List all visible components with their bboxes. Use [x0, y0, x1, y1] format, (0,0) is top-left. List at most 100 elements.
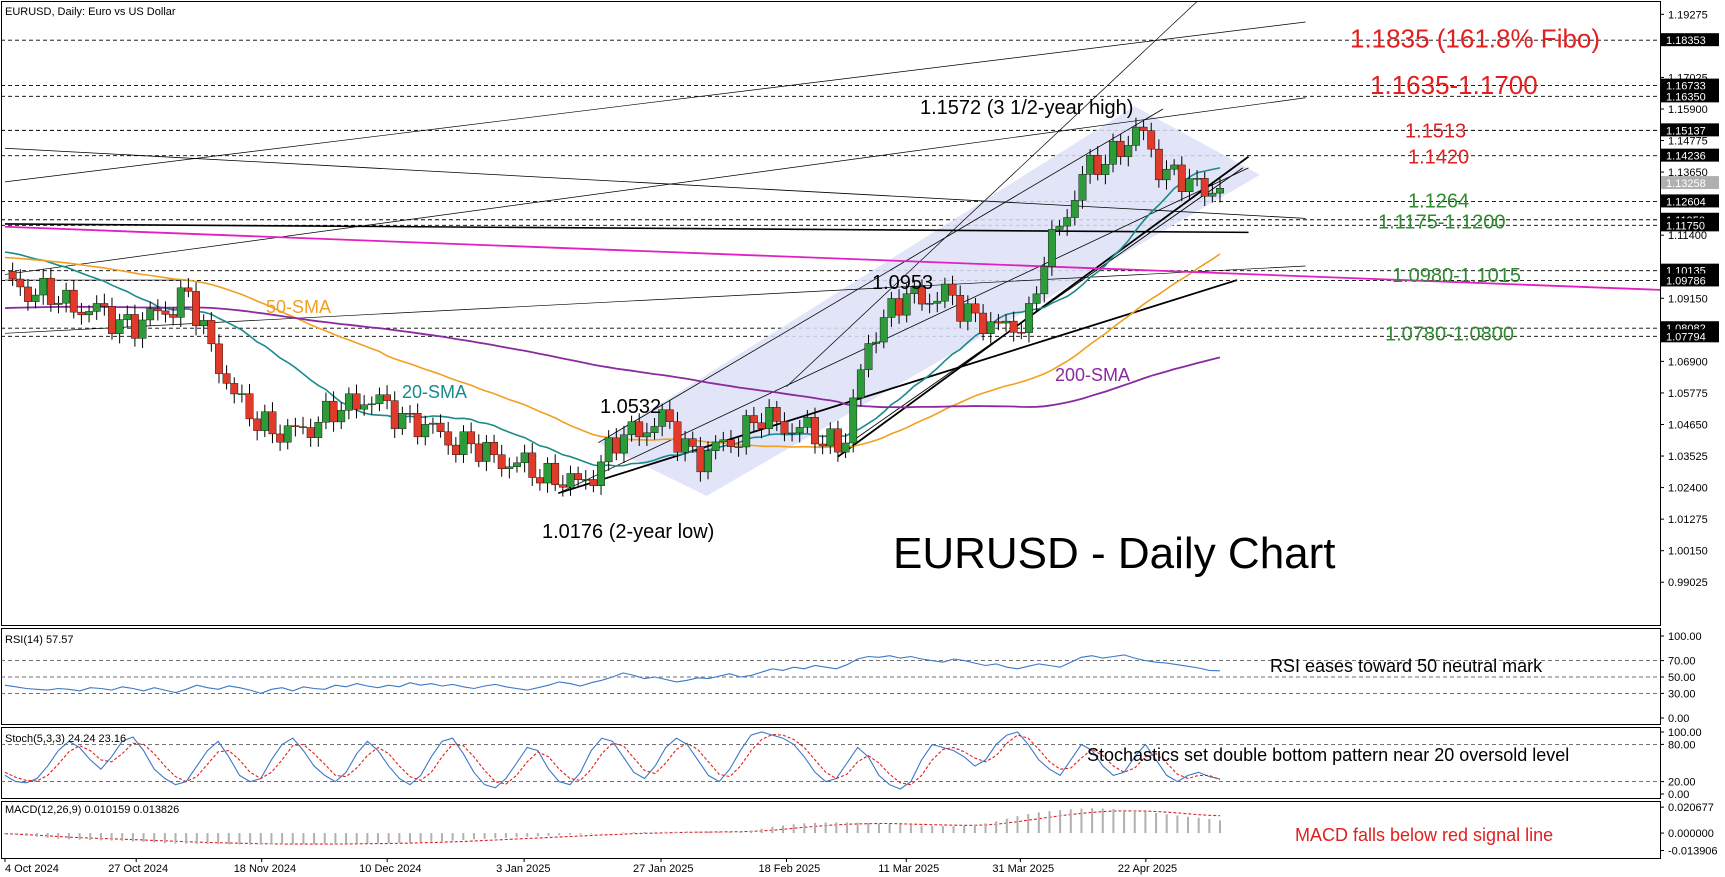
price-tag — [1661, 329, 1719, 343]
candle-down — [46, 277, 55, 305]
candle-up — [520, 452, 529, 464]
candle-up — [826, 428, 835, 447]
steep-line — [786, 1, 1199, 387]
date-axis: 4 Oct 2024 27 Oct 2024 18 Nov 2024 10 Dec 2… — [4, 858, 1177, 875]
candle-up — [1078, 174, 1087, 201]
candle-down — [1116, 140, 1125, 157]
candle-up — [1002, 320, 1010, 324]
osc-tick-label: 80.00 — [1668, 739, 1696, 751]
candle-down — [1147, 130, 1156, 150]
macd-panel: 0.020677 0.000000 -0.013906 — [4, 802, 1718, 857]
candle-up — [314, 422, 323, 438]
price-tag — [1661, 148, 1719, 162]
candle-up — [642, 432, 651, 438]
candle-down — [749, 415, 758, 424]
candle-up — [1109, 140, 1117, 165]
x-tick-label: 31 Mar 2025 — [992, 863, 1054, 875]
candle-up — [54, 302, 63, 305]
price-tag — [1661, 194, 1719, 208]
candle-down — [589, 479, 598, 486]
candle-down — [574, 473, 583, 481]
candle-up — [199, 320, 208, 327]
candle-up — [337, 410, 346, 423]
candle-down — [222, 373, 231, 384]
osc-tick-label: 0.000000 — [1668, 828, 1714, 840]
candle-up — [344, 393, 353, 411]
candle-down — [69, 289, 78, 313]
candle-down — [413, 413, 422, 438]
candle-down — [245, 393, 254, 420]
macd-label: MACD(12,26,9) 0.010159 0.013826 — [5, 804, 179, 816]
candle-up — [375, 394, 384, 405]
macd-note: MACD falls below red signal line — [1295, 825, 1553, 845]
osc-tick-label: 30.00 — [1668, 688, 1696, 700]
candle-up — [620, 434, 628, 454]
x-tick-label: 27 Jan 2025 — [633, 863, 694, 875]
y-tick-label: 1.19275 — [1668, 9, 1708, 21]
candle-down — [276, 433, 285, 443]
candle-down — [8, 271, 17, 280]
candle-down — [1009, 320, 1018, 333]
stoch-main-line — [4, 731, 1221, 790]
level-label: 1.1835 (161.8% Fibo) — [1350, 23, 1600, 53]
rsi-label: RSI(14) 57.57 — [5, 634, 73, 646]
candle-up — [360, 404, 369, 410]
candle-up — [398, 413, 407, 429]
candle-up — [1032, 293, 1041, 304]
candle-up — [765, 407, 774, 429]
candle-down — [192, 291, 200, 327]
candle-down — [665, 409, 674, 422]
candle-up — [123, 314, 132, 320]
price-tag — [1661, 123, 1719, 137]
y-tick-label: 1.02400 — [1668, 483, 1708, 495]
level-label: 1.1635-1.1700 — [1370, 70, 1538, 100]
osc-tick-label: 70.00 — [1668, 656, 1696, 668]
candle-down — [474, 443, 483, 462]
y-tick-label: 1.06900 — [1668, 356, 1708, 368]
x-tick-label: 10 Dec 2024 — [359, 863, 421, 875]
panel-frames — [1, 1, 1661, 859]
candle-up — [910, 286, 919, 294]
candle-up — [681, 438, 690, 453]
candle-down — [130, 314, 139, 339]
candle-up — [711, 441, 720, 451]
candle-down — [1017, 332, 1026, 334]
panel-frame-0 — [1, 1, 1661, 626]
candle-up — [704, 450, 712, 473]
chart-annotations: 1.1835 (161.8% Fibo) 1.1635-1.1700 1.1513 1… — [266, 23, 1600, 543]
candle-up — [887, 298, 896, 318]
level-label: 1.1420 — [1408, 147, 1469, 169]
candle-up — [604, 437, 613, 463]
candle-up — [31, 294, 40, 302]
candle-down — [490, 442, 498, 455]
price-tag-label: 1.16350 — [1666, 91, 1706, 103]
candle-up — [429, 422, 437, 425]
sma-20-line — [4, 167, 1221, 467]
candle-down — [100, 303, 109, 307]
x-tick-label: 3 Jan 2025 — [496, 863, 550, 875]
y-tick-label: 0.99025 — [1668, 577, 1708, 589]
level-label: 1.1264 — [1408, 190, 1469, 212]
candle-down — [558, 484, 567, 488]
panel-frame-3 — [1, 801, 1661, 859]
candle-up — [322, 400, 330, 423]
candle-up — [1101, 164, 1110, 175]
candle-up — [39, 277, 48, 296]
y-tick-label: 1.14775 — [1668, 136, 1708, 148]
candle-up — [513, 462, 521, 467]
channel-top — [598, 108, 1164, 444]
candle-up — [283, 425, 292, 443]
candle-up — [581, 479, 590, 481]
magenta-line — [4, 225, 1660, 291]
candle-down — [696, 446, 705, 473]
candle-down — [1177, 164, 1186, 192]
candle-down — [207, 320, 216, 345]
candle-down — [688, 438, 697, 447]
price-tag-label: 1.15137 — [1666, 125, 1706, 137]
candle-down — [77, 311, 86, 316]
candle-up — [237, 393, 246, 395]
price-tag-label: 1.11750 — [1666, 220, 1705, 232]
candle-down — [780, 421, 789, 434]
osc-tick-label: 0.00 — [1668, 713, 1689, 725]
candle-up — [1208, 192, 1217, 197]
